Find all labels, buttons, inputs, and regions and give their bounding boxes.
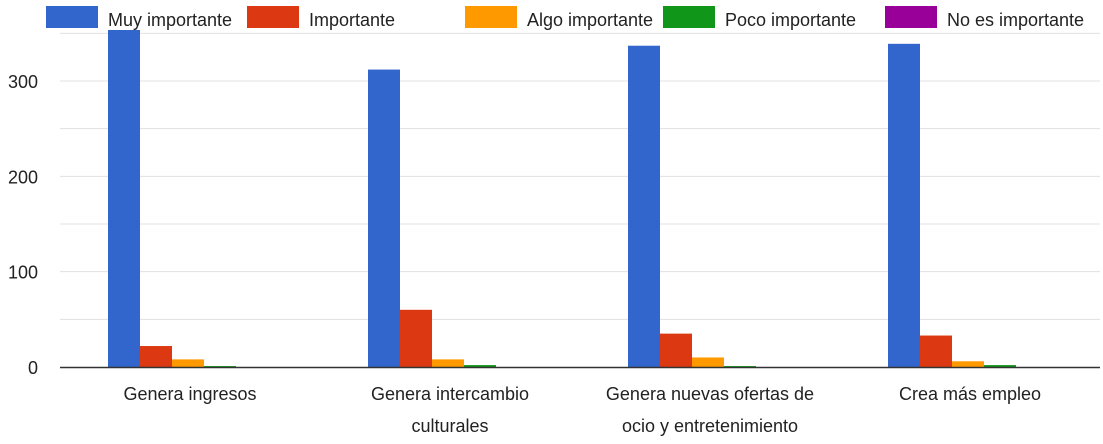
legend-swatch: [465, 6, 517, 28]
y-tick-label: 300: [8, 72, 38, 92]
legend-label: Algo importante: [527, 10, 653, 30]
bar: [888, 43, 920, 367]
bar: [464, 365, 496, 367]
y-tick-label: 100: [8, 263, 38, 283]
legend-label: No es importante: [947, 10, 1084, 30]
x-tick-label: ocio y entretenimiento: [622, 416, 798, 436]
x-tick-label: Crea más empleo: [899, 384, 1041, 404]
gridlines: [60, 32, 1100, 320]
bar: [628, 45, 660, 368]
x-tick-label: Genera nuevas ofertas de: [606, 384, 814, 404]
x-tick-label: culturales: [411, 416, 488, 436]
bar: [692, 357, 724, 367]
bar: [400, 309, 432, 367]
bar: [724, 366, 756, 367]
bar: [432, 359, 464, 367]
legend-label: Poco importante: [725, 10, 856, 30]
bar: [660, 333, 692, 367]
legend-swatch: [663, 6, 715, 28]
bar: [952, 361, 984, 367]
legend-swatch: [247, 6, 299, 28]
bar: [204, 366, 236, 367]
bars: [108, 30, 1016, 368]
y-tick-label: 200: [8, 167, 38, 187]
x-tick-label: Genera ingresos: [123, 384, 256, 404]
x-tick-label: Genera intercambio: [371, 384, 529, 404]
legend-label: Importante: [309, 10, 395, 30]
bar: [172, 359, 204, 367]
axes: 0 100 200 300 Genera ingresos Genera intercam…: [8, 72, 1100, 436]
legend: Muy importante Importante Algo importante P…: [0, 0, 1103, 30]
bar: [140, 346, 172, 367]
bar: [920, 335, 952, 367]
legend-swatch: [885, 6, 937, 28]
y-tick-label: 0: [28, 358, 38, 378]
legend-swatch: [46, 6, 98, 28]
legend-label: Muy importante: [108, 10, 232, 30]
bar: [368, 69, 400, 367]
bar: [108, 30, 140, 367]
bar: [984, 365, 1016, 367]
